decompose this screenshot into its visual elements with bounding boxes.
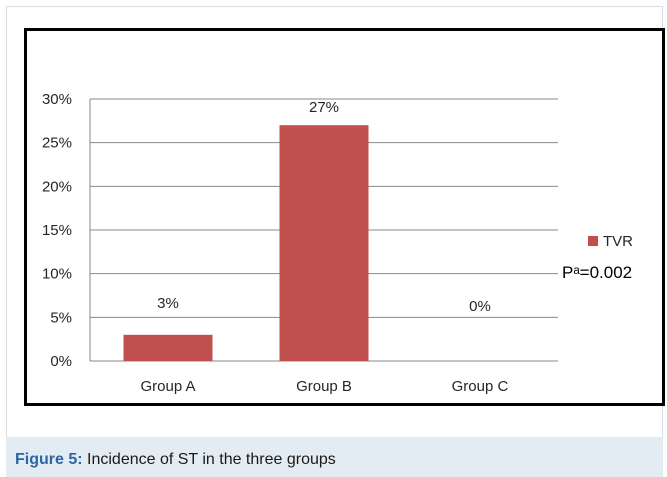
- data-label: 0%: [469, 298, 491, 315]
- legend-label: TVR: [603, 233, 633, 250]
- data-label: 27%: [309, 99, 339, 116]
- caption-text: Incidence of ST in the three groups: [87, 451, 336, 468]
- bar: [123, 334, 213, 361]
- y-tick-label: 25%: [42, 135, 72, 152]
- x-tick-label: Group A: [140, 378, 195, 395]
- p-value-annotation: Pᵃ=0.002: [562, 263, 632, 282]
- y-tick-label: 0%: [50, 353, 72, 370]
- y-tick-label: 30%: [42, 91, 72, 108]
- x-tick-label: Group C: [452, 378, 509, 395]
- bar-chart: 0% 5% 10% 15% 20% 25% 30% 3% Group A 27% Group B 0%…: [42, 91, 633, 395]
- chart-container: 0% 5% 10% 15% 20% 25% 30% 3% Group A 27% Group B 0%…: [24, 28, 665, 406]
- caption-label: Figure 5:: [15, 451, 83, 468]
- bar: [279, 125, 369, 361]
- legend-swatch: [588, 236, 598, 246]
- y-tick-label: 20%: [42, 178, 72, 195]
- y-tick-label: 15%: [42, 222, 72, 239]
- x-tick-label: Group B: [296, 378, 352, 395]
- y-tick-label: 5%: [50, 309, 72, 326]
- y-tick-label: 10%: [42, 266, 72, 283]
- data-label: 3%: [157, 295, 179, 312]
- figure-caption: Figure 5: Incidence of ST in the three g…: [6, 437, 663, 477]
